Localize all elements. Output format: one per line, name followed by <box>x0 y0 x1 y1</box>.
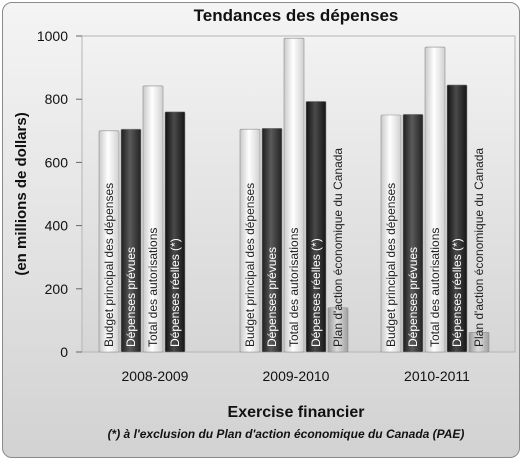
x-tick-label: 2010-2011 <box>404 368 470 384</box>
bar <box>380 114 402 353</box>
bar-label: Plan d'action économique du Canada <box>472 148 486 347</box>
bar-label: Total des autorisations <box>428 228 442 347</box>
bar-label: Budget principal des dépenses <box>243 183 257 347</box>
bar-label: Plan d'action économique du Canada <box>331 148 345 347</box>
bar <box>120 128 142 353</box>
bar-label: Dépenses prévues <box>265 247 279 347</box>
bar-label: Dépenses prévues <box>406 247 420 347</box>
bar <box>98 130 120 353</box>
bars-group: Budget principal des dépenses Dépenses pr… <box>98 37 490 353</box>
bar <box>239 128 261 353</box>
y-axis: 0 200 400 600 800 1000 <box>37 28 82 360</box>
bar-label: Dépenses prévues <box>124 247 138 347</box>
bar-label: Dépenses réelles (*) <box>168 238 182 347</box>
bar <box>305 101 327 353</box>
x-axis-label: Exercise financier <box>228 404 365 421</box>
y-tick-label: 200 <box>45 281 69 297</box>
y-tick-label: 800 <box>45 91 69 107</box>
y-axis-label: (en millions de dollars) <box>13 112 30 275</box>
bar <box>446 84 468 353</box>
bar-label: Total des autorisations <box>287 228 301 347</box>
bar <box>261 127 283 353</box>
bar-label: Budget principal des dépenses <box>384 183 398 347</box>
y-tick-label: 400 <box>45 218 69 234</box>
bar-label: Total des autorisations <box>146 228 160 347</box>
bar <box>142 85 164 353</box>
footnote: (*) à l'exclusion du Plan d'action écono… <box>108 427 465 441</box>
bar <box>164 111 186 353</box>
bar <box>402 114 424 353</box>
bar <box>327 307 349 353</box>
y-tick-label: 1000 <box>37 28 68 44</box>
x-axis: 2008-2009 2009-2010 2010-2011 <box>122 368 471 384</box>
bar-label: Dépenses réelles (*) <box>450 238 464 347</box>
x-tick-label: 2008-2009 <box>122 368 189 384</box>
chart-title: Tendances des dépenses <box>194 6 399 25</box>
bar <box>424 46 446 353</box>
y-tick-label: 600 <box>45 154 69 170</box>
bar <box>468 332 490 353</box>
y-tick-label: 0 <box>60 344 68 360</box>
bar-label: Dépenses réelles (*) <box>309 238 323 347</box>
x-tick-label: 2009-2010 <box>263 368 330 384</box>
bar <box>283 37 305 353</box>
bar-label: Budget principal des dépenses <box>102 183 116 347</box>
